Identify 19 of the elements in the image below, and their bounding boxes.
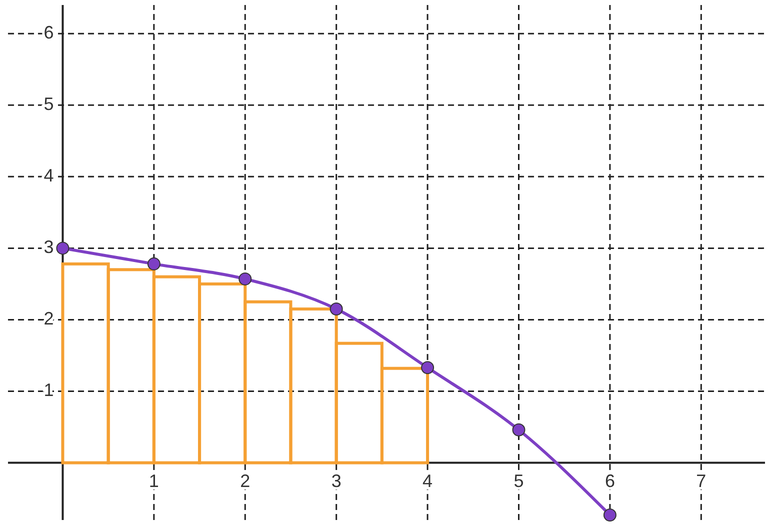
x-tick-label: 3 [331,470,342,491]
x-tick-label: 5 [514,470,524,491]
y-tick-label: 5 [44,94,54,114]
x-tick-label: 2 [240,470,250,491]
point [603,508,616,522]
point [512,423,526,436]
x-tick-label: 1 [148,470,159,491]
y-tick-label: 6 [44,22,54,42]
x-tick-label: 4 [422,470,433,491]
point [56,242,70,255]
point [238,272,252,286]
x-tick-label: 6 [604,470,615,491]
point [330,302,343,316]
point [147,257,160,270]
y-tick-label: 4 [44,165,54,186]
y-tick-label: 2 [44,308,54,328]
y-tick-label: 3 [44,236,54,257]
point [421,361,434,374]
x-tick-label: 7 [696,470,706,491]
